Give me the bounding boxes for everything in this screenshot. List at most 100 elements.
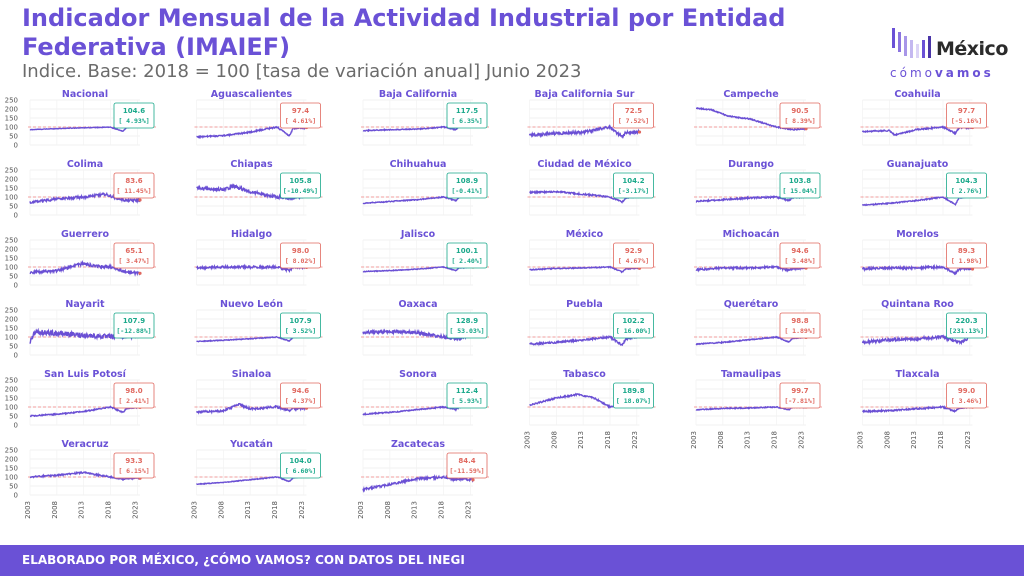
x-tick-label: 2023 <box>797 431 805 449</box>
panel-title: Colima <box>67 159 103 170</box>
state-panel: Hidalgo 98.0 [ 8.02%] <box>194 229 325 286</box>
y-tick-label: 250 <box>5 447 18 455</box>
x-tick-label: 2008 <box>883 431 891 449</box>
x-tick-label: 2023 <box>964 431 972 449</box>
annual-change: [ 2.40%] <box>451 257 482 265</box>
x-tick-label: 2008 <box>217 501 225 519</box>
series-line <box>695 194 807 203</box>
state-panel: Chiapas 105.8 [-10.49%] <box>194 159 325 216</box>
value-label-box <box>613 102 654 129</box>
x-tick-label: 2018 <box>604 431 612 449</box>
state-panel: Jalisco 100.1 [ 2.40%] <box>361 229 491 286</box>
x-tick-label: 2023 <box>464 501 472 519</box>
state-panel: Zacatecas 84.4 [-11.59%] 2003 2008 2013 2018 20… <box>357 439 491 519</box>
annual-change: [ 15.04%] <box>782 187 817 195</box>
x-tick-label: 2018 <box>105 501 113 519</box>
x-tick-label: 2008 <box>550 431 558 449</box>
latest-value: 189.8 <box>622 387 644 395</box>
panel-title: Baja California Sur <box>535 89 635 100</box>
value-label-box <box>280 382 321 409</box>
annual-change: [ 8.02%] <box>285 257 316 265</box>
x-tick-label: 2018 <box>937 431 945 449</box>
value-label-box <box>280 312 321 339</box>
latest-value: 102.2 <box>622 317 644 325</box>
state-panel: Tlaxcala 99.0 [ 3.46%] 2003 2008 2013 2018 2023 <box>857 369 991 449</box>
x-tick-label: 2008 <box>51 501 59 519</box>
state-panel: Baja California 117.5 [ 6.35%] <box>361 89 491 146</box>
value-label-box <box>113 382 155 409</box>
panel-title: Querétaro <box>724 299 779 310</box>
value-label-box <box>446 382 488 409</box>
latest-value: 108.9 <box>456 177 478 185</box>
latest-value: 112.4 <box>456 387 478 395</box>
y-tick-label: 0 <box>14 212 18 220</box>
y-tick-label: 150 <box>5 395 18 403</box>
y-tick-label: 250 <box>5 167 18 175</box>
logo-name: México <box>936 38 1008 60</box>
value-label-box <box>613 312 654 339</box>
panel-title: Hidalgo <box>231 229 272 240</box>
last-point <box>138 198 142 202</box>
annual-change: [ 1.89%] <box>784 327 815 335</box>
latest-value: 89.3 <box>958 247 975 255</box>
series-line <box>196 475 307 486</box>
last-point <box>637 130 642 134</box>
y-tick-label: 200 <box>5 106 18 114</box>
annual-change: [-3.17%] <box>618 187 649 195</box>
latest-value: 72.5 <box>625 107 642 115</box>
y-tick-label: 50 <box>9 203 18 211</box>
latest-value: 98.0 <box>292 247 309 255</box>
x-tick-label: 2003 <box>191 501 199 519</box>
x-tick-label: 2003 <box>690 431 698 449</box>
logo-tagline-light: cómo <box>890 66 935 80</box>
panel-title: Durango <box>728 159 774 170</box>
value-label-box <box>446 242 488 269</box>
state-panel: Sonora 112.4 [ 5.93%] <box>361 369 491 426</box>
latest-value: 104.6 <box>123 107 145 115</box>
x-tick-label: 2003 <box>857 431 865 449</box>
annual-change: [231.13%] <box>949 327 984 335</box>
state-panel: Chihuahua 108.9 [-0.41%] <box>361 159 491 216</box>
panel-title: Ciudad de México <box>537 159 632 170</box>
series-line <box>362 328 474 342</box>
annual-change: [ 4.67%] <box>618 257 649 265</box>
y-tick-label: 200 <box>5 176 18 184</box>
latest-value: 94.6 <box>791 247 808 255</box>
y-tick-label: 150 <box>5 255 18 263</box>
value-label-box <box>779 102 821 129</box>
series-line <box>29 405 141 418</box>
value-label-box <box>446 102 488 129</box>
value-label-box <box>613 242 654 269</box>
x-tick-label: 2018 <box>271 501 279 519</box>
latest-value: 128.9 <box>456 317 478 325</box>
panel-title: Tabasco <box>563 369 606 380</box>
x-tick-label: 2003 <box>524 431 532 449</box>
series-line <box>695 405 806 411</box>
series-line <box>362 474 474 493</box>
value-label-box <box>280 102 321 129</box>
state-panel: Ciudad de México 104.2 [-3.17%] <box>527 159 658 216</box>
logo-tagline: cómovamos <box>890 66 994 80</box>
series-line <box>362 265 474 273</box>
annual-change: [ 4.93%] <box>118 117 149 125</box>
annual-change: [-5.16%] <box>951 117 982 125</box>
y-tick-label: 0 <box>14 422 18 430</box>
state-panel: Campeche 90.5 [ 8.39%] <box>694 89 824 146</box>
latest-value: 90.5 <box>791 107 808 115</box>
y-tick-label: 0 <box>14 282 18 290</box>
series-line <box>362 194 474 205</box>
series-line <box>528 123 640 139</box>
latest-value: 97.7 <box>958 107 975 115</box>
latest-value: 83.6 <box>125 177 142 185</box>
panel-title: México <box>566 229 604 240</box>
series-line <box>529 334 640 347</box>
annual-change: [-12.88%] <box>116 327 151 335</box>
value-label-box <box>446 312 488 339</box>
y-tick-label: 250 <box>5 97 18 105</box>
value-label-box <box>446 452 488 479</box>
page-title: Indicador Mensual de la Actividad Indust… <box>22 4 786 61</box>
panel-title: Guanajuato <box>887 159 949 170</box>
series-line <box>29 259 141 277</box>
